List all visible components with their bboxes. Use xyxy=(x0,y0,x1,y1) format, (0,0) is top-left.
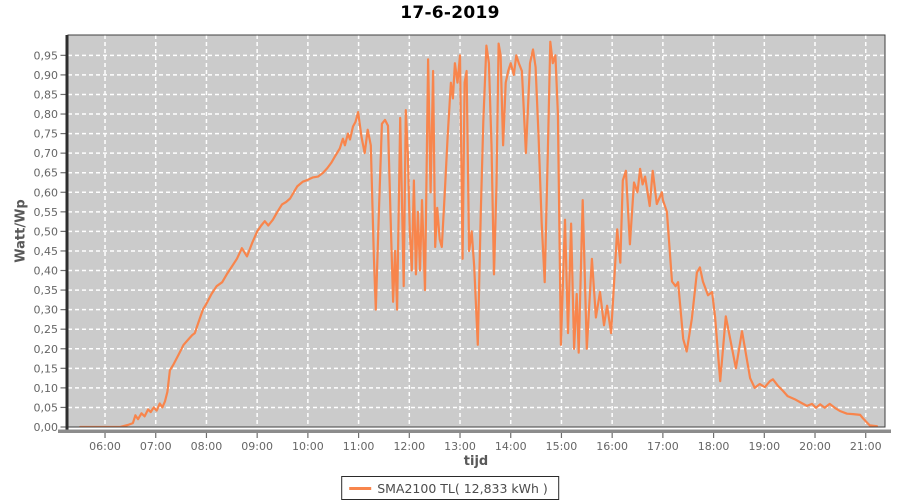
y-tick-label: 0,20 xyxy=(34,343,59,356)
legend: SMA2100 TL( 12,833 kWh ) xyxy=(341,476,559,500)
x-tick-label: 06:00 xyxy=(89,440,121,453)
y-tick-label: 0,50 xyxy=(34,225,59,238)
y-tick-label: 0,80 xyxy=(34,108,59,121)
x-tick-label: 21:00 xyxy=(850,440,882,453)
x-tick-label: 11:00 xyxy=(343,440,375,453)
x-tick-label: 10:00 xyxy=(292,440,324,453)
x-tick-label: 07:00 xyxy=(140,440,172,453)
y-tick-label: 0,60 xyxy=(34,186,59,199)
legend-label: SMA2100 TL( 12,833 kWh ) xyxy=(377,480,548,496)
x-axis-title: tijd xyxy=(463,454,489,469)
series-line-sma2100 xyxy=(79,40,878,427)
x-tick-label: 19:00 xyxy=(748,440,780,453)
y-tick-label: 0,45 xyxy=(34,245,59,258)
x-tick-label: 20:00 xyxy=(799,440,831,453)
x-tick-label: 12:00 xyxy=(393,440,425,453)
y-tick-label: 0,75 xyxy=(34,128,59,141)
x-tick-label: 15:00 xyxy=(546,440,578,453)
y-tick-label: 0,85 xyxy=(34,88,59,101)
y-axis-bar xyxy=(65,35,69,433)
y-tick-label: 0,25 xyxy=(34,323,59,336)
chart-title: 17-6-2019 xyxy=(400,3,500,23)
y-axis-title: Watt/Wp xyxy=(13,199,29,263)
x-tick-label: 16:00 xyxy=(596,440,628,453)
y-tick-label: 0,55 xyxy=(34,206,59,219)
y-tick-label: 0,35 xyxy=(34,284,59,297)
y-tick-label: 0,30 xyxy=(34,304,59,317)
y-tick-label: 0,15 xyxy=(34,362,59,375)
x-axis-bar xyxy=(58,429,891,433)
y-tick-label: 0,00 xyxy=(34,421,59,434)
x-tick-label: 18:00 xyxy=(698,440,730,453)
y-tick-label: 0,10 xyxy=(34,382,59,395)
x-tick-label: 14:00 xyxy=(495,440,527,453)
x-tick-label: 17:00 xyxy=(647,440,679,453)
x-tick-label: 13:00 xyxy=(444,440,476,453)
y-tick-label: 0,90 xyxy=(34,69,59,82)
y-tick-label: 0,40 xyxy=(34,265,59,278)
legend-line-swatch xyxy=(349,486,372,490)
y-tick-label: 0,65 xyxy=(34,167,59,180)
x-tick-label: 08:00 xyxy=(191,440,223,453)
y-tick-label: 0,70 xyxy=(34,147,59,160)
y-tick-label: 0,05 xyxy=(34,401,59,414)
y-tick-label: 0,95 xyxy=(34,49,59,62)
x-tick-label: 09:00 xyxy=(241,440,273,453)
